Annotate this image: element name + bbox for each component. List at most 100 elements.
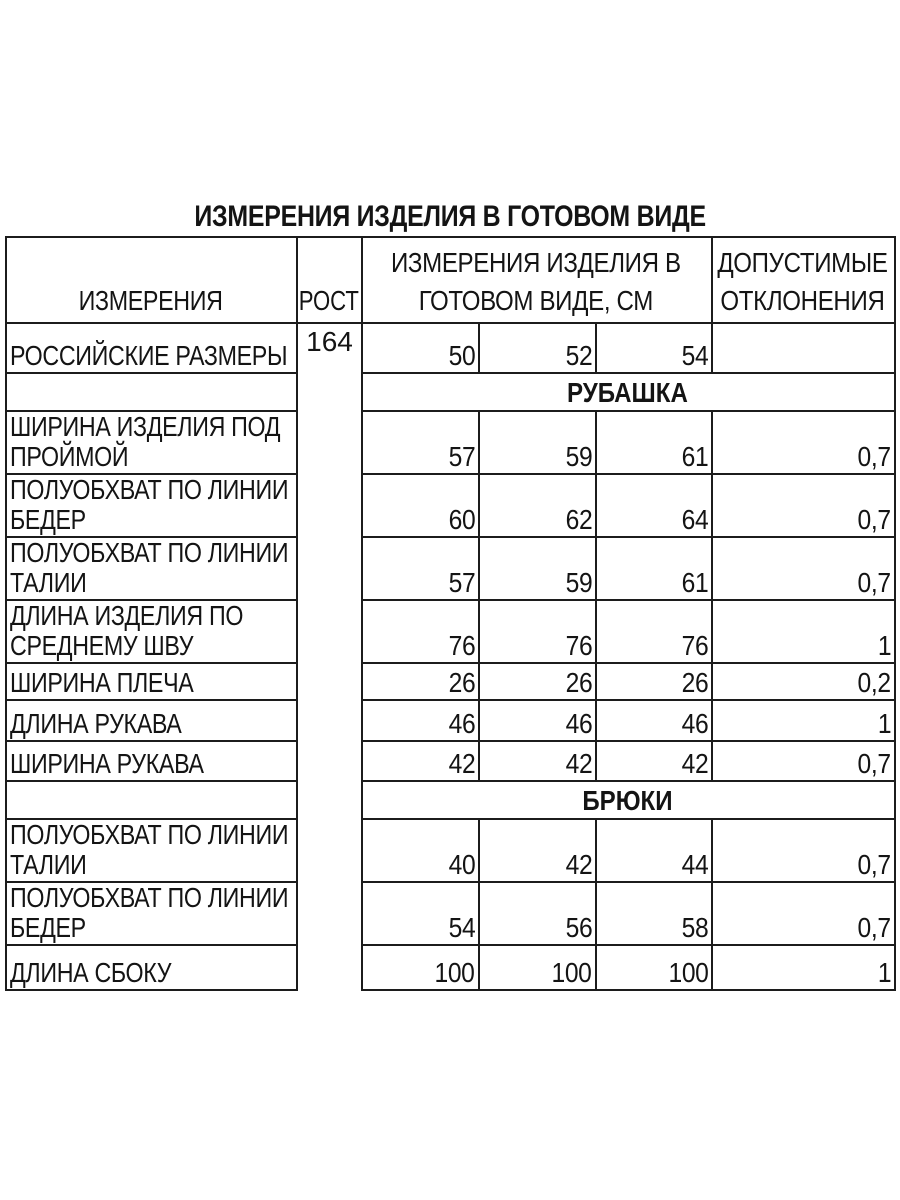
size-52-value: 59 (565, 441, 592, 472)
trousers-section-title: БРЮКИ (582, 785, 673, 816)
table-row: ДЛИНА РУКАВА 46 46 46 1 (5, 699, 897, 742)
tolerance-value: 0,7 (857, 441, 892, 472)
size-52-value: 56 (565, 912, 592, 943)
size-50-value: 46 (448, 708, 475, 739)
table-row: ПОЛУОБХВАТ ПО ЛИНИИ ТАЛИИ 57 59 61 0,7 (5, 536, 897, 601)
size-54-cell: 61 (594, 410, 714, 475)
size-50-cell: 57 (361, 410, 480, 475)
row-label-cell: ДЛИНА ИЗДЕЛИЯ ПО СРЕДНЕМУ ШВУ (5, 599, 298, 664)
size-52-cell: 62 (478, 473, 597, 538)
row-label: ПОЛУОБХВАТ ПО ЛИНИИ БЕДЕР (10, 474, 289, 535)
tolerance-cell: 0,7 (711, 818, 897, 883)
page-title-text: ИЗМЕРЕНИЯ ИЗДЕЛИЯ В ГОТОВОМ ВИДЕ (194, 200, 706, 233)
size-50-cell: 60 (361, 473, 480, 538)
size-52-cell: 42 (478, 818, 597, 883)
size-54-value: 54 (681, 340, 709, 371)
size-54-value: 61 (681, 441, 709, 472)
row-label: ДЛИНА ИЗДЕЛИЯ ПО СРЕДНЕМУ ШВУ (10, 600, 244, 661)
tolerance-cell: 0,7 (711, 881, 897, 946)
size-52-cell: 76 (478, 599, 597, 664)
row-label: ДЛИНА РУКАВА (10, 708, 182, 739)
size-52-cell: 56 (478, 881, 597, 946)
row-label: ДЛИНА СБОКУ (10, 957, 172, 988)
tolerance-cell: 0,7 (711, 740, 897, 782)
size-52-cell: 52 (478, 322, 597, 374)
size-52-value: 62 (565, 504, 592, 535)
shirt-section-title-cell: РУБАШКА (360, 372, 897, 412)
shirt-section-title: РУБАШКА (567, 377, 688, 408)
size-50-cell: 50 (361, 322, 480, 374)
size-50-cell: 100 (361, 944, 480, 991)
row-label-cell: ПОЛУОБХВАТ ПО ЛИНИИ ТАЛИИ (5, 818, 298, 883)
row-label: ПОЛУОБХВАТ ПО ЛИНИИ ТАЛИИ (10, 537, 289, 598)
size-50-cell: 42 (361, 740, 480, 782)
size-52-value: 59 (565, 567, 592, 598)
row-label-cell: ПОЛУОБХВАТ ПО ЛИНИИ БЕДЕР (5, 881, 298, 946)
tolerance-empty-cell (711, 322, 897, 374)
empty-label-cell (5, 372, 298, 412)
size-table-wrapper: ИЗМЕРЕНИЯ РОСТ ИЗМЕРЕНИЯ ИЗДЕЛИЯ В ГОТОВ… (5, 236, 897, 991)
table-row: ПОЛУОБХВАТ ПО ЛИНИИ ТАЛИИ 40 42 44 0,7 (5, 818, 897, 883)
trousers-section-header-row: БРЮКИ (5, 780, 897, 820)
height-value: 164 (306, 326, 353, 357)
size-50-value: 40 (448, 849, 475, 880)
size-50-value: 26 (448, 667, 475, 698)
size-52-value: 42 (565, 849, 592, 880)
size-54-cell: 100 (594, 944, 714, 991)
table-row: ШИРИНА ИЗДЕЛИЯ ПОД ПРОЙМОЙ 57 59 61 0,7 (5, 410, 897, 475)
size-50-value: 57 (448, 567, 475, 598)
size-52-value: 26 (565, 667, 592, 698)
tolerance-value: 1 (877, 957, 892, 988)
size-54-value: 61 (681, 567, 709, 598)
size-50-value: 57 (448, 441, 475, 472)
tolerance-cell: 1 (711, 699, 897, 742)
size-54-value: 76 (681, 630, 709, 661)
header-measurements-label: ИЗМЕРЕНИЯ (78, 285, 223, 316)
size-50-value: 60 (448, 504, 475, 535)
size-54-cell: 42 (594, 740, 714, 782)
size-table: ИЗМЕРЕНИЯ РОСТ ИЗМЕРЕНИЯ ИЗДЕЛИЯ В ГОТОВ… (5, 236, 897, 991)
table-row: ДЛИНА СБОКУ 100 100 100 1 (5, 944, 897, 991)
row-label: ШИРИНА РУКАВА (10, 748, 204, 779)
tolerance-value: 0,2 (857, 667, 892, 698)
table-row: ПОЛУОБХВАТ ПО ЛИНИИ БЕДЕР 60 62 64 0,7 (5, 473, 897, 538)
tolerance-cell: 0,7 (711, 473, 897, 538)
russian-sizes-label-cell: РОССИЙСКИЕ РАЗМЕРЫ (5, 322, 298, 374)
row-label-cell: ПОЛУОБХВАТ ПО ЛИНИИ ТАЛИИ (5, 536, 298, 601)
size-54-cell: 46 (594, 699, 714, 742)
size-54-cell: 58 (594, 881, 714, 946)
size-54-value: 44 (681, 849, 709, 880)
size-50-value: 42 (448, 748, 475, 779)
size-54-cell: 44 (594, 818, 714, 883)
trousers-section-title-cell: БРЮКИ (360, 780, 897, 820)
row-label-cell: ШИРИНА РУКАВА (5, 740, 298, 782)
tolerance-value: 0,7 (857, 504, 892, 535)
tolerance-cell: 0,2 (711, 662, 897, 701)
header-tolerance-label: ДОПУСТИМЫЕ ОТКЛОНЕНИЯ (717, 247, 888, 316)
size-50-cell: 40 (361, 818, 480, 883)
row-label-cell: ПОЛУОБХВАТ ПО ЛИНИИ БЕДЕР (5, 473, 298, 538)
tolerance-value: 1 (877, 708, 892, 739)
size-52-value: 52 (565, 340, 592, 371)
size-52-value: 100 (551, 957, 592, 988)
size-54-value: 46 (681, 708, 709, 739)
size-54-value: 42 (681, 748, 709, 779)
row-label-cell: ШИРИНА ПЛЕЧА (5, 662, 298, 701)
header-height: РОСТ (296, 236, 363, 324)
russian-sizes-label: РОССИЙСКИЕ РАЗМЕРЫ (10, 340, 288, 371)
page-title: ИЗМЕРЕНИЯ ИЗДЕЛИЯ В ГОТОВОМ ВИДЕ (0, 201, 900, 232)
empty-label-cell (5, 780, 298, 820)
size-54-cell: 26 (594, 662, 714, 701)
tolerance-value: 0,7 (857, 849, 892, 880)
size-50-value: 100 (434, 957, 475, 988)
size-50-cell: 26 (361, 662, 480, 701)
size-52-cell: 26 (478, 662, 597, 701)
table-row: ШИРИНА ПЛЕЧА 26 26 26 0,2 (5, 662, 897, 701)
table-row: ДЛИНА ИЗДЕЛИЯ ПО СРЕДНЕМУ ШВУ 76 76 76 1 (5, 599, 897, 664)
header-measurements: ИЗМЕРЕНИЯ (5, 236, 298, 324)
size-52-cell: 46 (478, 699, 597, 742)
size-52-cell: 42 (478, 740, 597, 782)
size-50-value: 50 (448, 340, 475, 371)
size-50-value: 54 (448, 912, 475, 943)
row-label: ШИРИНА ИЗДЕЛИЯ ПОД ПРОЙМОЙ (10, 411, 281, 472)
